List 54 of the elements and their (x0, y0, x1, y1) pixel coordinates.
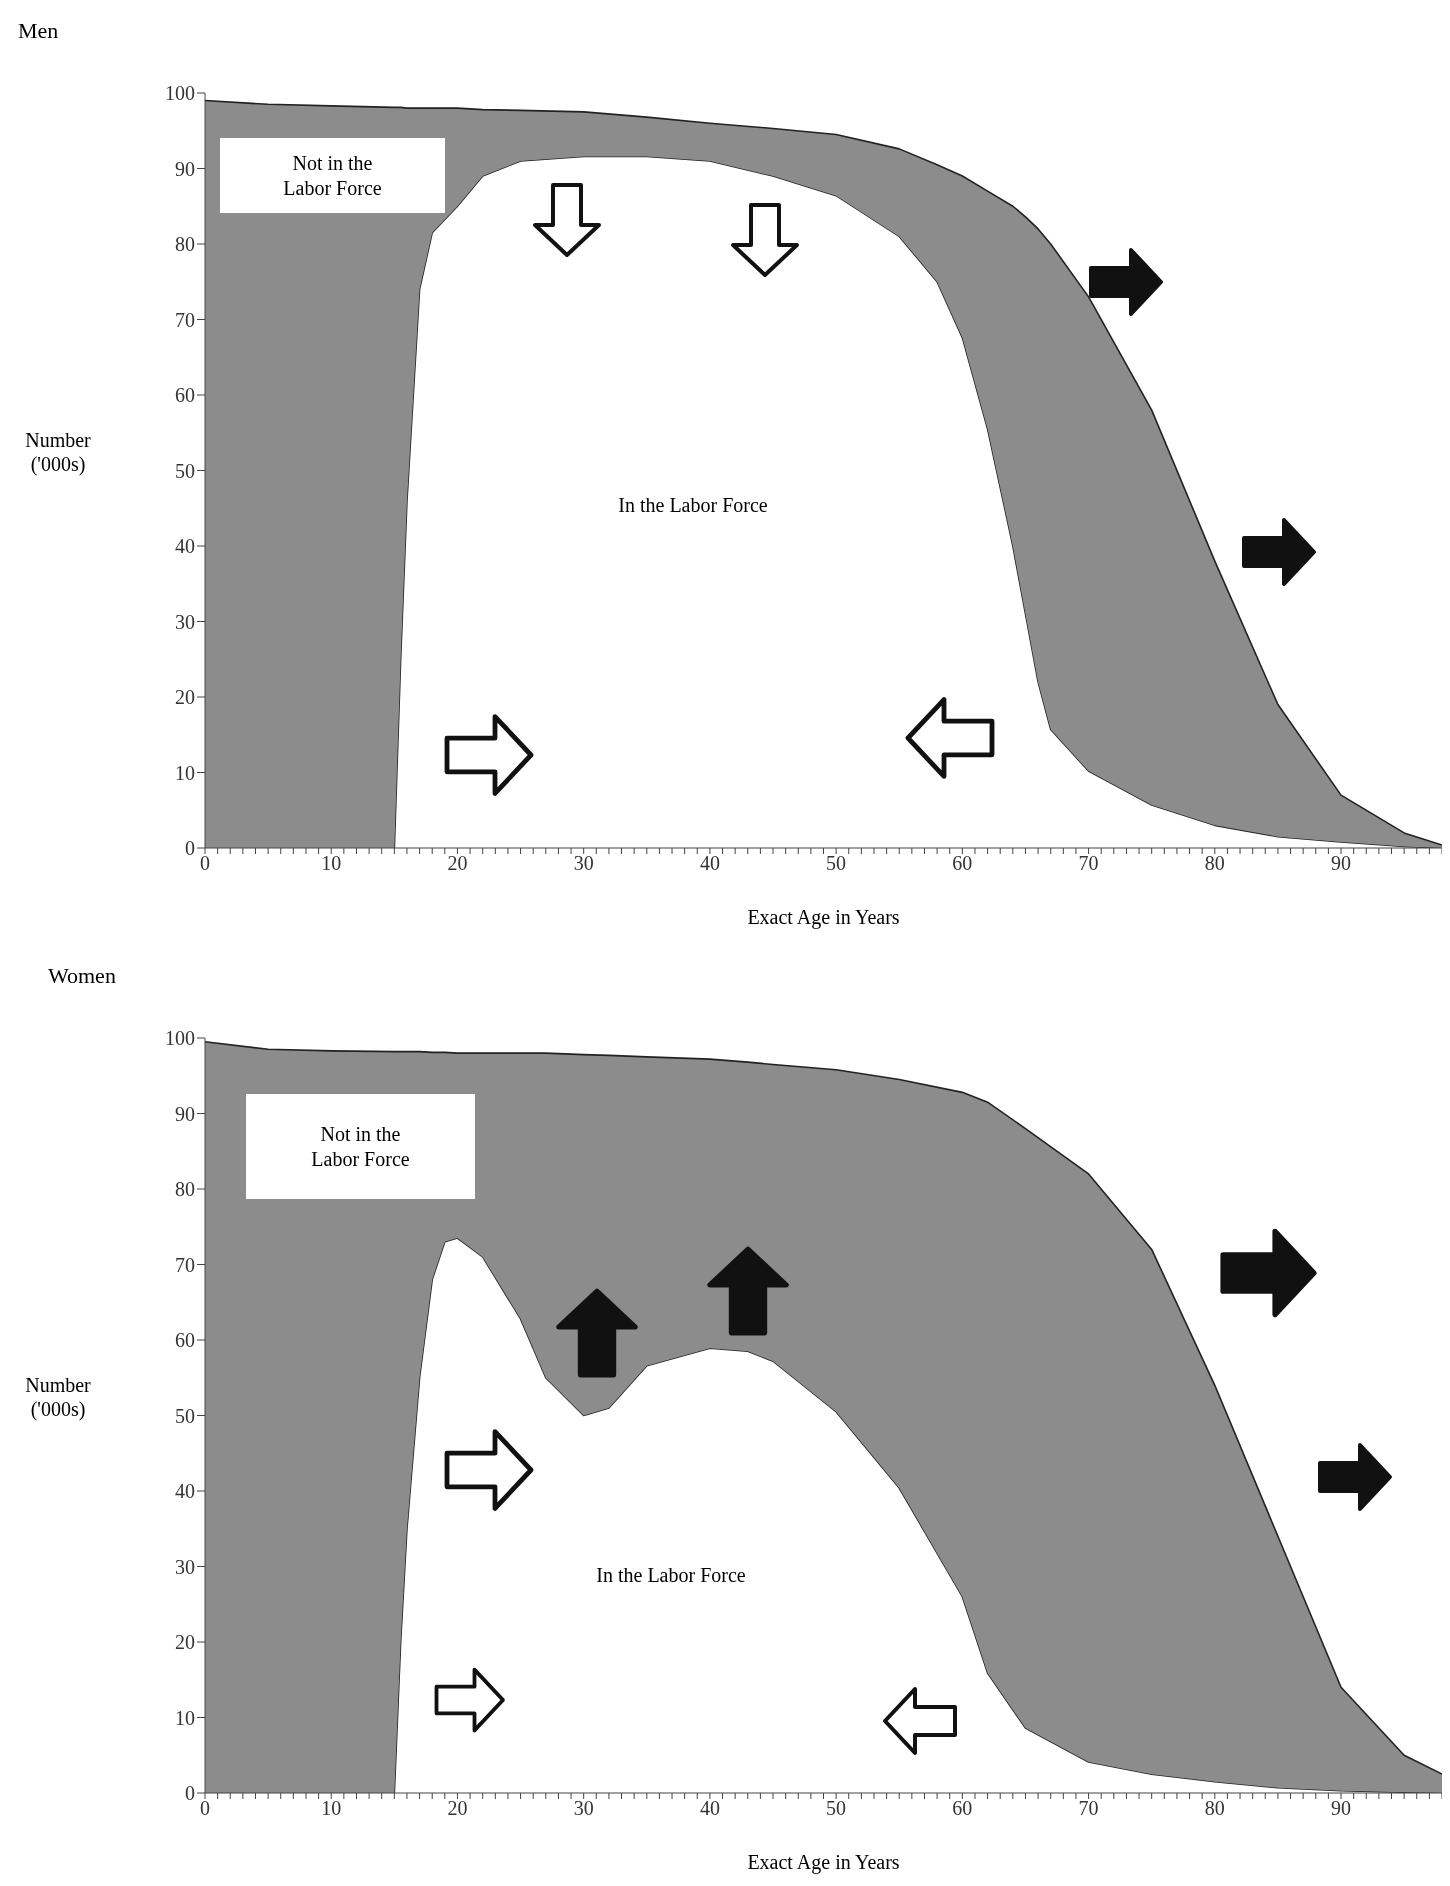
x-tick-label: 0 (200, 852, 210, 875)
series-label: Not in the Labor Force (311, 1121, 410, 1172)
x-axis-title: Exact Age in Years (746, 1851, 901, 1874)
x-tick-label: 80 (1204, 852, 1225, 875)
y-tick-label: 100 (165, 82, 195, 105)
x-axis-title: Exact Age in Years (746, 906, 901, 929)
x-tick-label: 90 (1331, 1797, 1352, 1820)
y-tick-label: 80 (175, 233, 195, 256)
x-tick-label: 10 (321, 852, 342, 875)
x-tick-label: 30 (573, 1797, 594, 1820)
x-tick-label: 90 (1331, 852, 1352, 875)
chart-title: Men (18, 18, 59, 44)
x-tick-label: 70 (1078, 852, 1099, 875)
y-tick-label: 0 (185, 1782, 195, 1805)
x-tick-label: 60 (952, 1797, 973, 1820)
x-tick-label: 70 (1078, 1797, 1099, 1820)
y-tick-label: 10 (175, 1706, 195, 1729)
y-tick-label: 30 (175, 1555, 195, 1578)
series-label: In the Labor Force (617, 493, 769, 518)
y-tick-label: 20 (175, 686, 195, 709)
y-tick-label: 0 (185, 837, 195, 860)
x-tick-label: 20 (447, 1797, 468, 1820)
y-tick-label: 50 (175, 1404, 195, 1427)
y-tick-label: 30 (175, 610, 195, 633)
y-tick-label: 10 (175, 761, 195, 784)
x-tick-label: 60 (952, 852, 973, 875)
series-label: In the Labor Force (595, 1563, 747, 1588)
x-tick-label: 40 (699, 1797, 720, 1820)
x-tick-label: 50 (826, 852, 847, 875)
x-tick-label: 10 (321, 1797, 342, 1820)
y-tick-label: 40 (175, 1480, 195, 1503)
y-tick-label: 70 (175, 1253, 195, 1276)
text-box: Not in the Labor Force (220, 138, 445, 213)
x-tick-label: 40 (699, 852, 720, 875)
y-axis-title: Number ('000s) (24, 428, 92, 476)
x-tick-label: 50 (826, 1797, 847, 1820)
chart-title: Women (48, 963, 116, 989)
series-label: Not in the Labor Force (283, 150, 382, 201)
x-tick-label: 20 (447, 852, 468, 875)
y-tick-label: 60 (175, 384, 195, 407)
y-tick-label: 100 (165, 1027, 195, 1050)
x-tick-label: 30 (573, 852, 594, 875)
y-tick-label: 50 (175, 459, 195, 482)
y-tick-label: 20 (175, 1631, 195, 1654)
text-box: Not in the Labor Force (246, 1094, 475, 1199)
y-tick-label: 40 (175, 535, 195, 558)
y-tick-label: 60 (175, 1329, 195, 1352)
y-tick-label: 90 (175, 157, 195, 180)
y-axis-title: Number ('000s) (24, 1373, 92, 1421)
x-tick-label: 80 (1204, 1797, 1225, 1820)
y-tick-label: 90 (175, 1102, 195, 1125)
y-tick-label: 70 (175, 308, 195, 331)
y-tick-label: 80 (175, 1178, 195, 1201)
x-tick-label: 0 (200, 1797, 210, 1820)
